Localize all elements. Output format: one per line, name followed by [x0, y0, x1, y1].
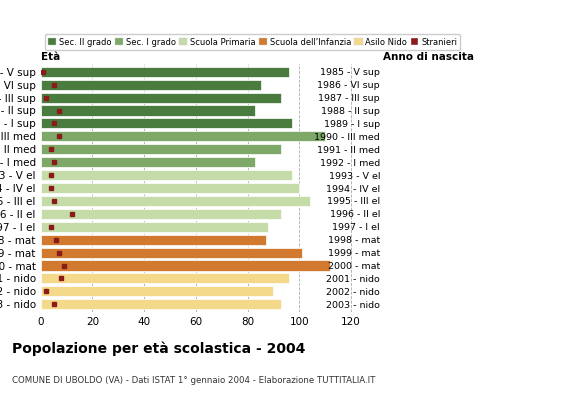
Bar — [41, 131, 325, 141]
Bar — [41, 273, 289, 284]
Bar — [41, 67, 289, 77]
Bar — [41, 144, 281, 154]
Bar — [41, 157, 255, 167]
Bar — [41, 196, 310, 206]
Text: Popolazione per età scolastica - 2004: Popolazione per età scolastica - 2004 — [12, 342, 305, 356]
Bar — [41, 80, 260, 90]
Bar — [41, 92, 281, 103]
Bar — [41, 209, 281, 219]
Bar — [41, 235, 266, 245]
Text: Anno di nascita: Anno di nascita — [383, 52, 474, 62]
Bar — [41, 183, 299, 193]
Bar — [41, 106, 255, 116]
Bar — [41, 222, 269, 232]
Bar — [41, 299, 281, 309]
Bar — [41, 286, 274, 296]
Legend: Sec. II grado, Sec. I grado, Scuola Primaria, Scuola dell'Infanzia, Asilo Nido, : Sec. II grado, Sec. I grado, Scuola Prim… — [45, 34, 461, 50]
Text: COMUNE DI UBOLDO (VA) - Dati ISTAT 1° gennaio 2004 - Elaborazione TUTTITALIA.IT: COMUNE DI UBOLDO (VA) - Dati ISTAT 1° ge… — [12, 376, 375, 385]
Bar — [41, 118, 292, 128]
Text: Età: Età — [41, 52, 60, 62]
Bar — [41, 260, 331, 270]
Bar — [41, 248, 302, 258]
Bar — [41, 170, 292, 180]
